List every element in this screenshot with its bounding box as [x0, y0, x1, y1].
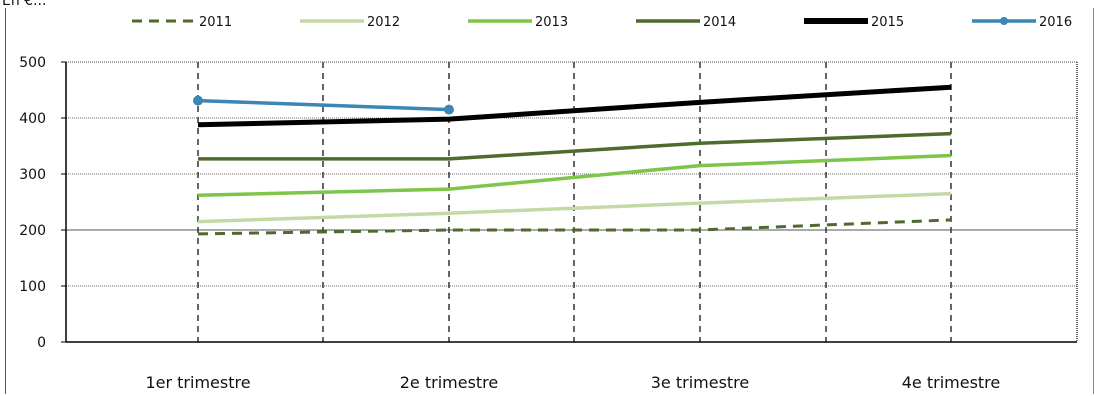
x-tick-label: 2e trimestre: [400, 373, 499, 392]
y-tick-label: 0: [37, 335, 46, 351]
series-line-2015: [197, 84, 952, 128]
legend-label-2013: 2013: [535, 15, 568, 30]
legend-label-2011: 2011: [199, 15, 232, 30]
series-line-2014: [198, 131, 952, 161]
y-tick-label: 500: [19, 55, 46, 71]
y-tick-label: 400: [19, 111, 46, 127]
chart-legend: 2011 2012 2013 2014 2015 2016: [132, 15, 1072, 30]
y-tick-label: 300: [19, 167, 46, 183]
y-tick-label: 200: [19, 223, 46, 239]
unit-label: En €...: [2, 0, 47, 9]
frame-left-border: [5, 8, 6, 394]
series-point-2016: [193, 95, 203, 106]
series-line-2011: [197, 218, 952, 236]
legend-label-2012: 2012: [367, 15, 400, 30]
series-line-2013: [197, 153, 952, 198]
legend-label-2016: 2016: [1039, 15, 1072, 30]
x-tick-label: 3e trimestre: [651, 373, 750, 392]
x-tick-label: 4e trimestre: [902, 373, 1001, 392]
y-tick-label: 100: [19, 279, 46, 295]
series-line-2016: [197, 98, 450, 112]
legend-label-2014: 2014: [703, 15, 736, 30]
x-tick-label: 1er trimestre: [145, 373, 250, 392]
legend-label-2015: 2015: [871, 15, 904, 30]
frame-right-border: [1093, 8, 1094, 394]
series-point-2016: [444, 104, 454, 115]
series-line-2012: [197, 191, 952, 224]
plot-area: 0 100 200 300 400 500 1er trimestre 2e trimestr…: [19, 55, 1078, 392]
legend-marker-2016: [1000, 17, 1008, 25]
